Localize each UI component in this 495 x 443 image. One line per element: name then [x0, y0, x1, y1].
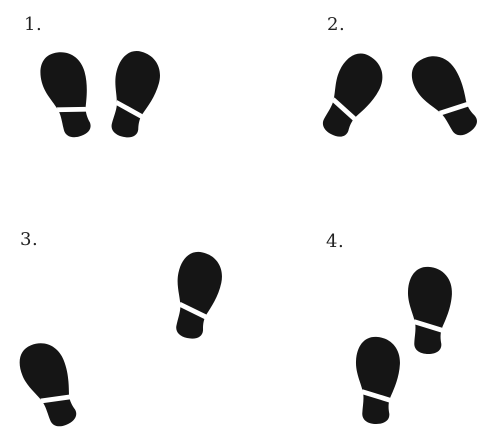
footprint-panel-4: 4. [248, 222, 495, 443]
footprint-panel-1: 1. [0, 0, 247, 221]
footprint-icon [165, 248, 227, 343]
footprint-icon [311, 46, 392, 145]
panel-number: 1. [24, 14, 43, 35]
footprint-icon [13, 335, 87, 434]
footprint-icon [404, 47, 488, 145]
footprint-icon [100, 46, 166, 143]
footprint-icon [352, 335, 402, 426]
footprint-icon [35, 46, 101, 143]
footprint-icon [404, 265, 454, 356]
footprint-panel-3: 3. [0, 222, 247, 443]
panel-number: 4. [326, 231, 345, 252]
panel-number: 3. [20, 229, 39, 250]
footprint-panel-2: 2. [248, 0, 495, 221]
panel-number: 2. [327, 14, 346, 35]
